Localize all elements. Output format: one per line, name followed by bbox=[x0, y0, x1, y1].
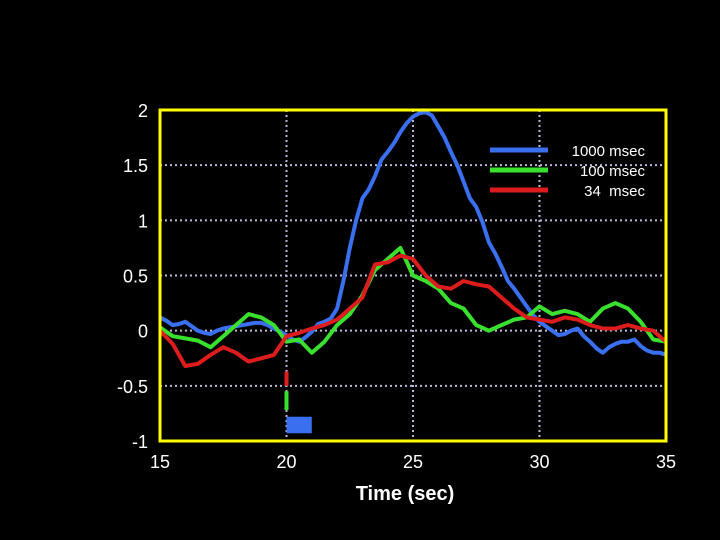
y-tick-label: 2 bbox=[138, 101, 148, 121]
y-tick-label: 0 bbox=[138, 322, 148, 342]
y-tick-label: 1 bbox=[138, 211, 148, 231]
y-tick-label: 0.5 bbox=[123, 267, 148, 287]
series-line-1 bbox=[158, 245, 667, 355]
x-tick-label: 15 bbox=[150, 452, 170, 472]
y-tick-label: -0.5 bbox=[117, 377, 148, 397]
legend-label: 34 msec bbox=[584, 183, 645, 200]
x-tick-labels: 15 20 25 30 35 bbox=[150, 452, 676, 472]
x-tick-label: 35 bbox=[656, 452, 676, 472]
y-tick-label: -1 bbox=[132, 432, 148, 452]
series-lines bbox=[158, 110, 668, 368]
series-line-0 bbox=[159, 110, 667, 357]
legend-label: 100 msec bbox=[580, 163, 646, 180]
series-line-2 bbox=[158, 253, 668, 368]
y-tick-label: 1.5 bbox=[123, 156, 148, 176]
stimulus-marker-1000ms bbox=[286, 416, 312, 434]
x-tick-label: 20 bbox=[276, 452, 296, 472]
stimulus-markers bbox=[284, 371, 312, 434]
plot-frame bbox=[158, 108, 668, 443]
legend-label: 1000 msec bbox=[572, 143, 646, 160]
legend: 1000 msec 100 msec 34 msec bbox=[490, 143, 645, 200]
x-tick-label: 25 bbox=[403, 452, 423, 472]
x-axis-label: Time (sec) bbox=[356, 483, 455, 505]
y-tick-labels: 2 1.5 1 0.5 0 -0.5 -1 bbox=[117, 101, 148, 452]
x-tick-label: 30 bbox=[529, 452, 549, 472]
